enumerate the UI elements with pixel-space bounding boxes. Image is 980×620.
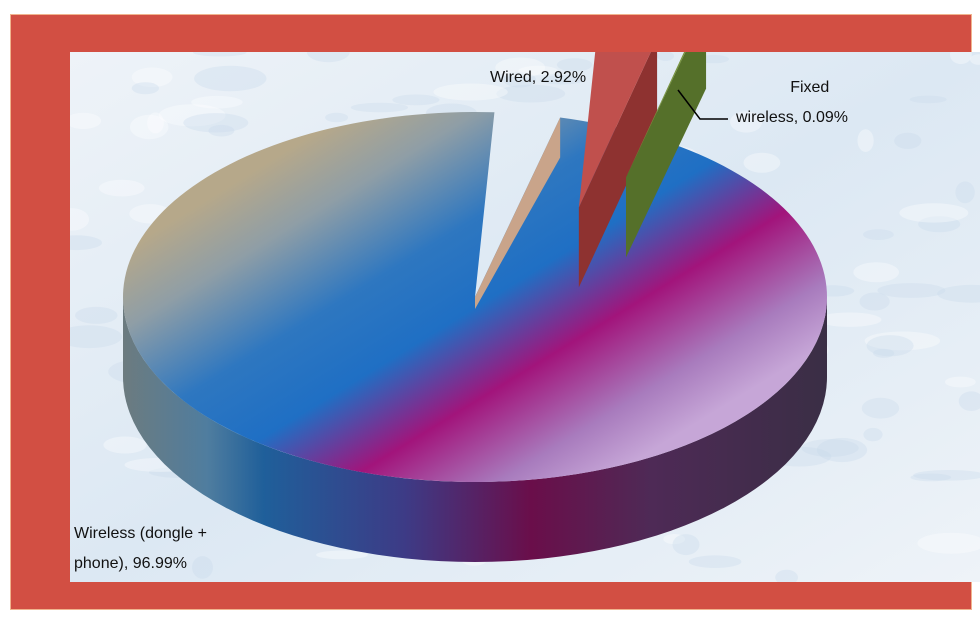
wireless-slice-cut-face xyxy=(475,117,561,309)
pie-slice-wireless-dongle-phone xyxy=(122,111,828,562)
fixed-wireless-slice-label: Fixed wireless, 0.09% xyxy=(735,79,848,126)
slice-top-face xyxy=(578,52,651,208)
wireless-slice-side xyxy=(123,297,827,562)
slice-side-face xyxy=(626,52,707,258)
slice-side-face xyxy=(578,52,658,288)
wired-slice-label: Wired, 2.92% xyxy=(490,69,586,86)
pie-slice-wired xyxy=(578,52,658,288)
pie-chart: Wired, 2.92% Fixed wireless, 0.09% Wirel… xyxy=(70,52,980,582)
fixed-wireless-leader-line xyxy=(677,89,728,120)
slice-top-face xyxy=(626,52,686,178)
slice-top-face xyxy=(122,111,828,482)
pie-slice-fixed-wireless xyxy=(626,52,707,258)
pie-slices xyxy=(122,52,828,562)
wireless-slice-label: Wireless (dongle + phone), 96.99% xyxy=(74,525,211,572)
plot-area: Wired, 2.92% Fixed wireless, 0.09% Wirel… xyxy=(70,52,980,582)
